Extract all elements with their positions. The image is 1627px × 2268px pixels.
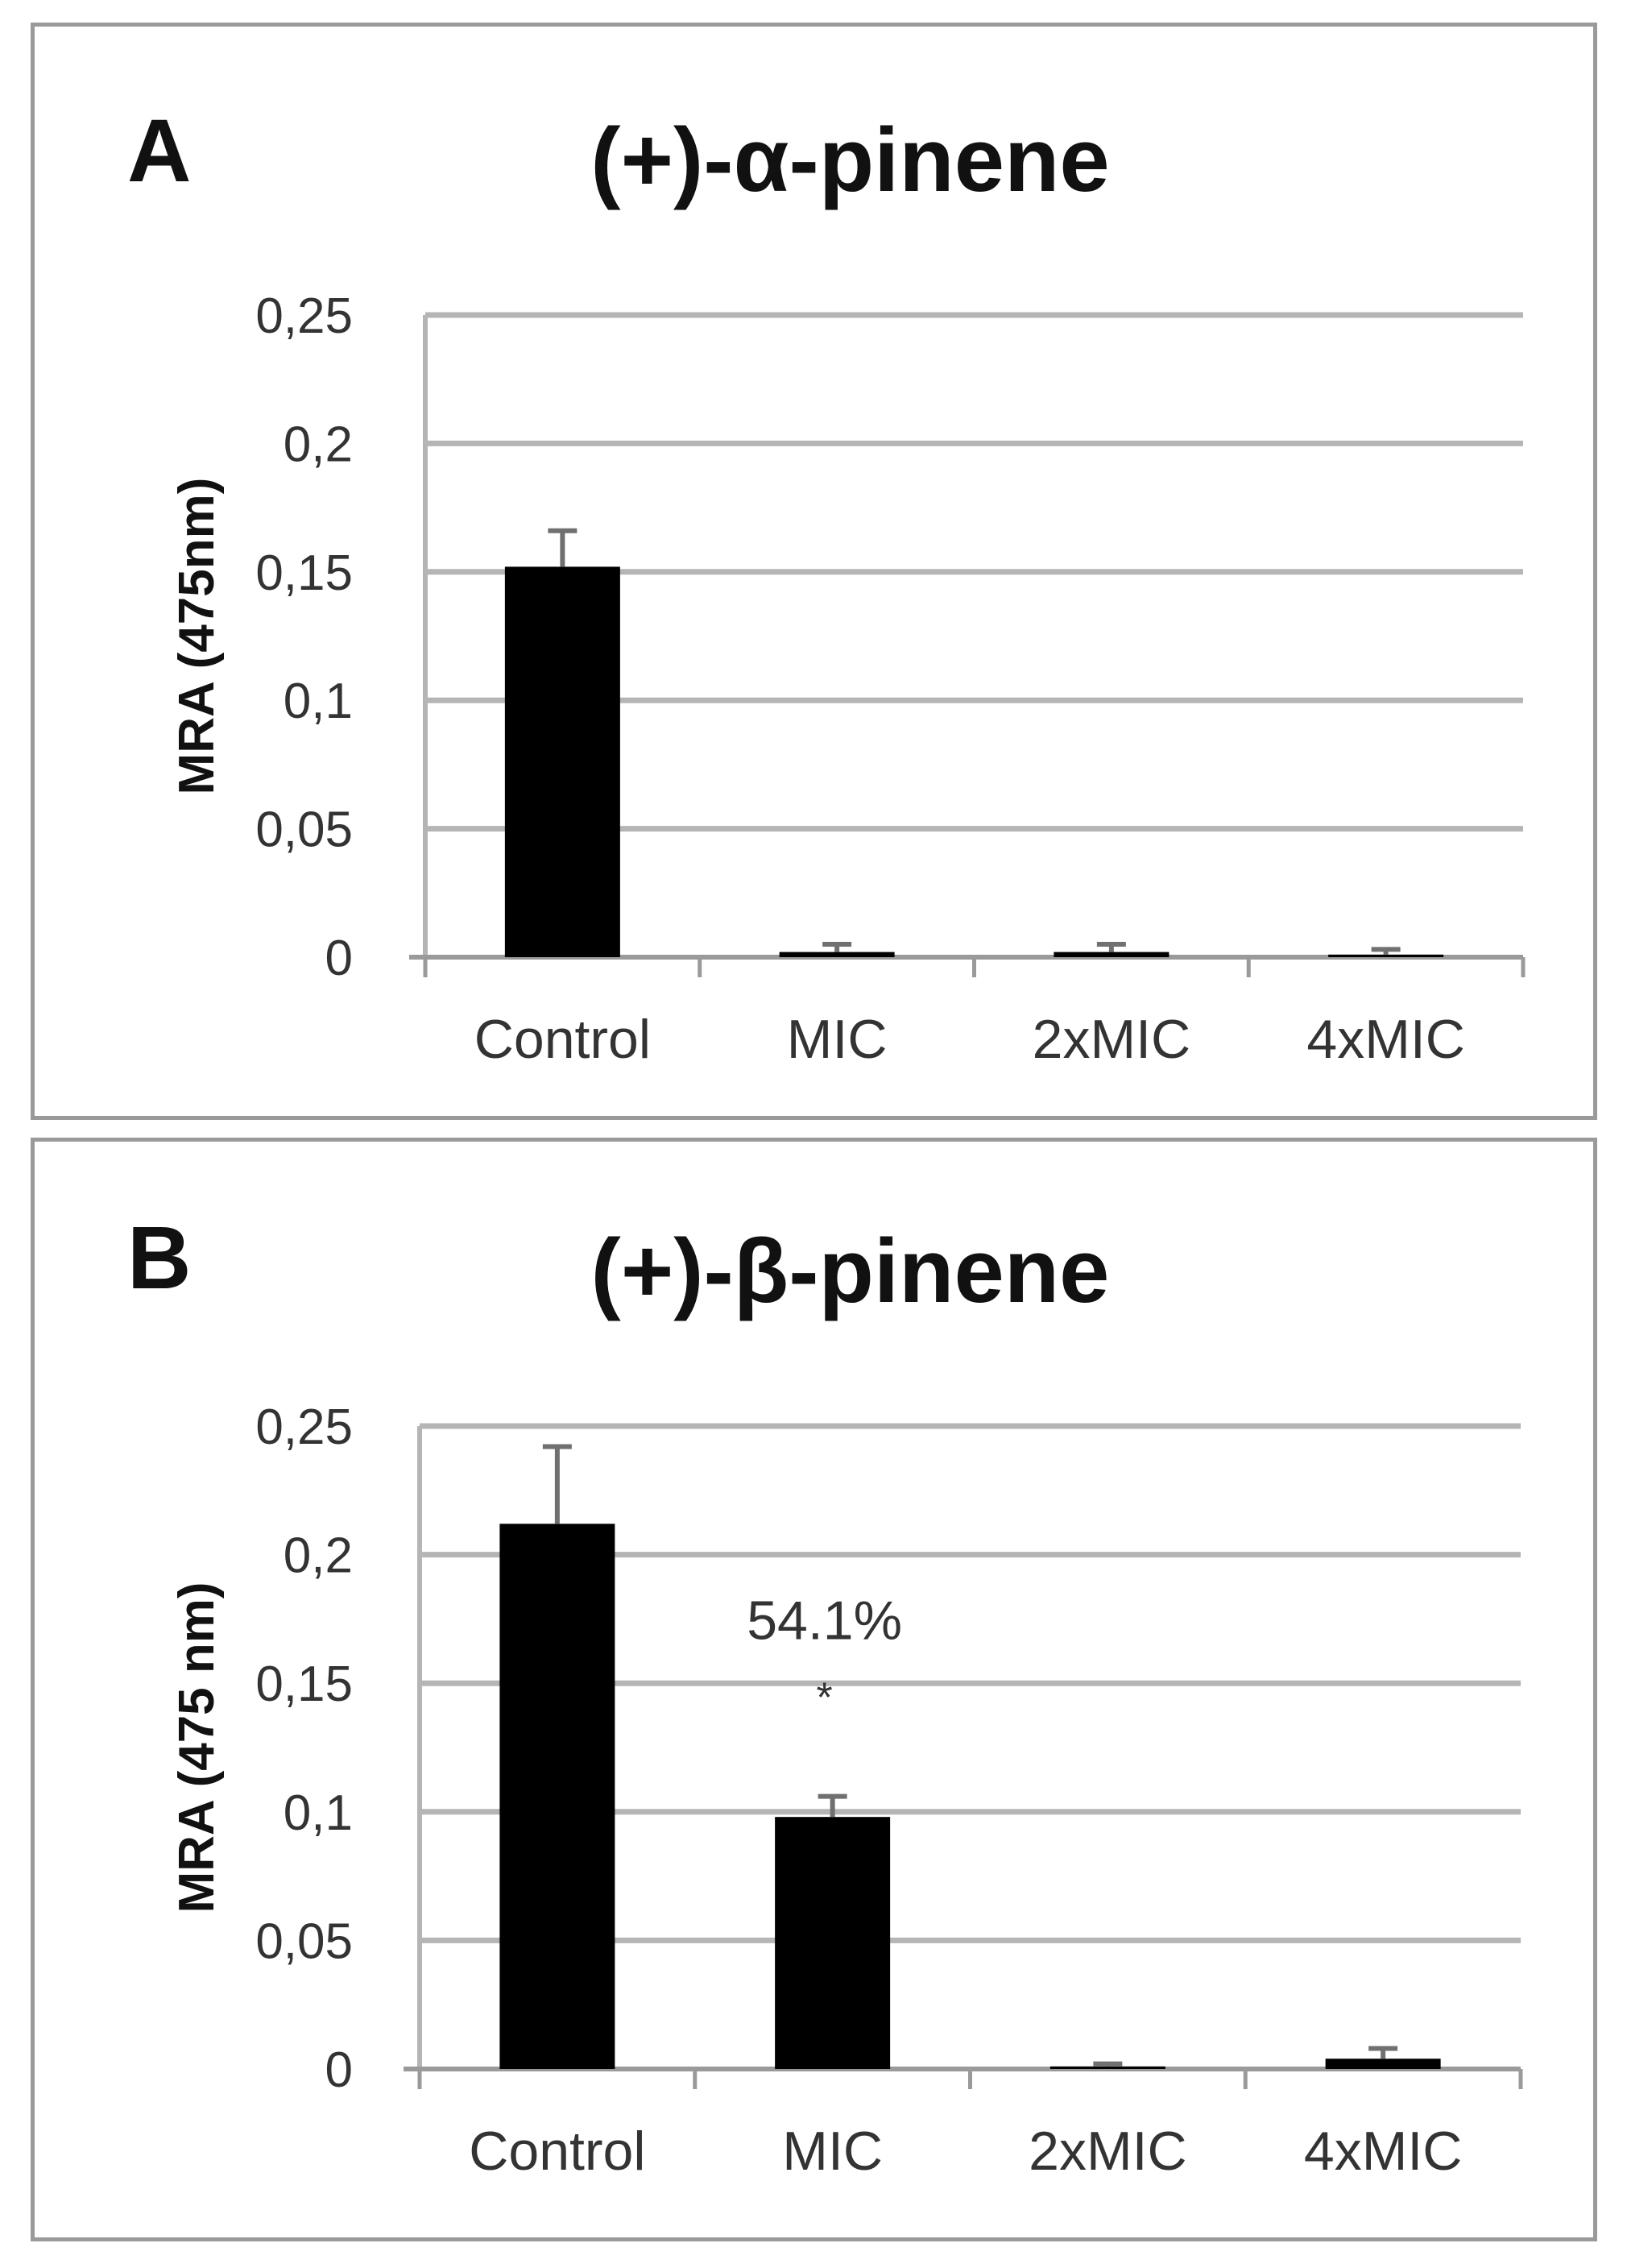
y-tick-label: 0,25 <box>255 1399 353 1455</box>
x-tick-label: Control <box>469 2121 645 2182</box>
y-tick-label: 0,05 <box>255 802 353 858</box>
chart-title: (+)-β-pinene <box>590 1221 1110 1321</box>
annotation-label: 54.1% <box>747 1590 902 1652</box>
panel-a: A (+)-α-pinene 0 0,05 0,1 0,15 0,2 0,25 Contro… <box>31 23 1597 1120</box>
y-tick-label: 0,15 <box>255 545 353 601</box>
y-tick-label: 0,1 <box>284 1785 353 1841</box>
y-tick-label: 0,2 <box>284 417 353 472</box>
x-tick-label: 2xMIC <box>1033 1009 1190 1070</box>
y-tick-label: 0 <box>325 2042 353 2098</box>
y-tick-label: 0,25 <box>255 288 353 344</box>
bar-chart-a: 0 0,05 0,1 0,15 0,2 0,25 Control MIC 2xMIC 4xMIC M… <box>169 288 1526 1070</box>
y-axis-label: MRA (475nm) <box>169 478 225 795</box>
y-tick-label: 0,2 <box>284 1528 353 1584</box>
bar <box>1054 952 1170 957</box>
x-tick-label: 4xMIC <box>1304 2121 1462 2182</box>
x-tick-label: MIC <box>782 2121 883 2182</box>
bar <box>775 1817 891 2069</box>
y-tick-label: 0 <box>325 931 353 986</box>
panel-label: A <box>127 102 192 201</box>
bar <box>1325 2059 1441 2069</box>
y-tick-label: 0,05 <box>255 1913 353 1969</box>
bar <box>1049 2066 1165 2069</box>
panel-b: B (+)-β-pinene 0 0,05 0,1 0,15 0,2 0,25 Contro… <box>31 1138 1597 2241</box>
bar <box>504 566 620 957</box>
bar <box>1328 954 1444 957</box>
x-tick-label: MIC <box>787 1009 888 1070</box>
y-axis-label: MRA (475 nm) <box>169 1582 225 1913</box>
x-tick-label: 4xMIC <box>1306 1009 1464 1070</box>
bar <box>499 1524 615 2069</box>
x-tick-label: Control <box>474 1009 651 1070</box>
chart-title: (+)-α-pinene <box>590 110 1110 210</box>
y-tick-label: 0,15 <box>255 1656 353 1712</box>
y-tick-label: 0,1 <box>284 674 353 729</box>
bar <box>779 952 895 957</box>
x-tick-label: 2xMIC <box>1029 2121 1186 2182</box>
panel-label: B <box>127 1209 192 1308</box>
bar-chart-b: 0 0,05 0,1 0,15 0,2 0,25 Control MIC 2xMIC 4xMIC 5… <box>169 1399 1523 2182</box>
annotation-label: * <box>817 1675 833 1722</box>
